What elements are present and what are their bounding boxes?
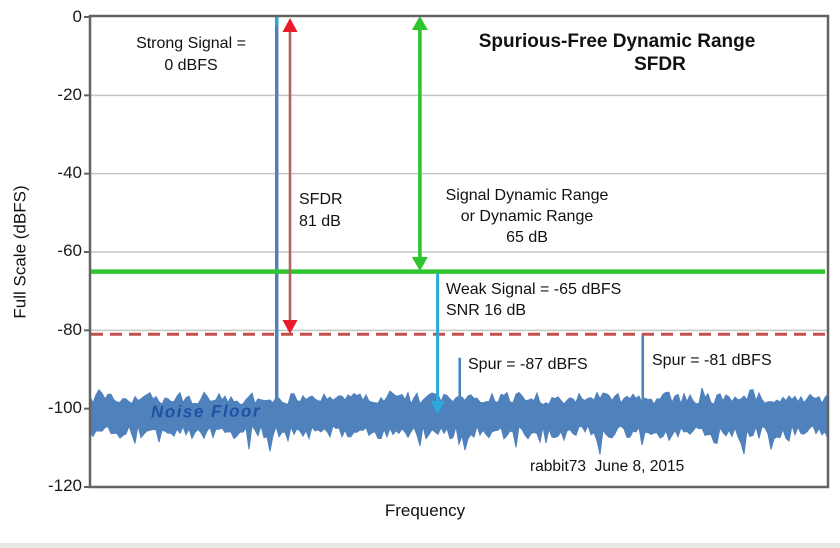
y-tick-20: -20 [57, 85, 82, 104]
noise-floor-watermark: Noise Floor [150, 401, 262, 422]
dynamic-range-arrow-head-down [411, 257, 428, 271]
sfdr-label: SFDR [299, 191, 343, 208]
chart-title-acronym: SFDR [634, 54, 686, 75]
strong-signal-annotation: Strong Signal = 0 dBFS [115, 33, 267, 77]
dynamic-range-line2: or Dynamic Range [460, 208, 594, 225]
sfdr-arrow-head-down [282, 320, 298, 334]
x-axis-title: Frequency [384, 501, 466, 520]
weak-signal-annotation: Weak Signal = -65 dBFS SNR 16 dB [446, 279, 621, 321]
image-bottom-strip [0, 543, 840, 548]
y-tick-0: 0 [72, 7, 82, 26]
sfdr-annotation: SFDR 81 dB [299, 189, 343, 233]
sfdr-arrow-head-up [282, 18, 298, 32]
y-tick-100: -100 [47, 398, 82, 417]
y-tick-60: -60 [57, 241, 82, 260]
dynamic-range-annotation: Signal Dynamic Range or Dynamic Range 65 d… [427, 185, 627, 248]
weak-signal-line1: Weak Signal = -65 dBFS [446, 281, 622, 298]
sfdr-value: 81 dB [299, 213, 341, 230]
dynamic-range-value: 65 dB [506, 229, 548, 246]
y-tick-120: -120 [47, 476, 82, 495]
credit-text: rabbit73 June 8, 2015 [530, 458, 685, 475]
snr-line: SNR 16 dB [446, 302, 527, 319]
spur-87-annotation: Spur = -87 dBFS [468, 356, 588, 373]
spur-81-annotation: Spur = -81 dBFS [652, 352, 772, 369]
y-axis-title: Full Scale (dBFS) [10, 185, 30, 319]
chart-title: Spurious-Free Dynamic Range [478, 31, 756, 52]
strong-signal-line1: Strong Signal = [136, 35, 246, 52]
strong-signal-line2: 0 dBFS [164, 57, 218, 74]
dynamic-range-line1: Signal Dynamic Range [445, 187, 609, 204]
y-tick-80: -80 [57, 320, 82, 339]
dynamic-range-arrow-head-up [411, 16, 428, 30]
weak-signal-arrow-head [430, 401, 445, 414]
y-tick-40: -40 [57, 163, 82, 182]
